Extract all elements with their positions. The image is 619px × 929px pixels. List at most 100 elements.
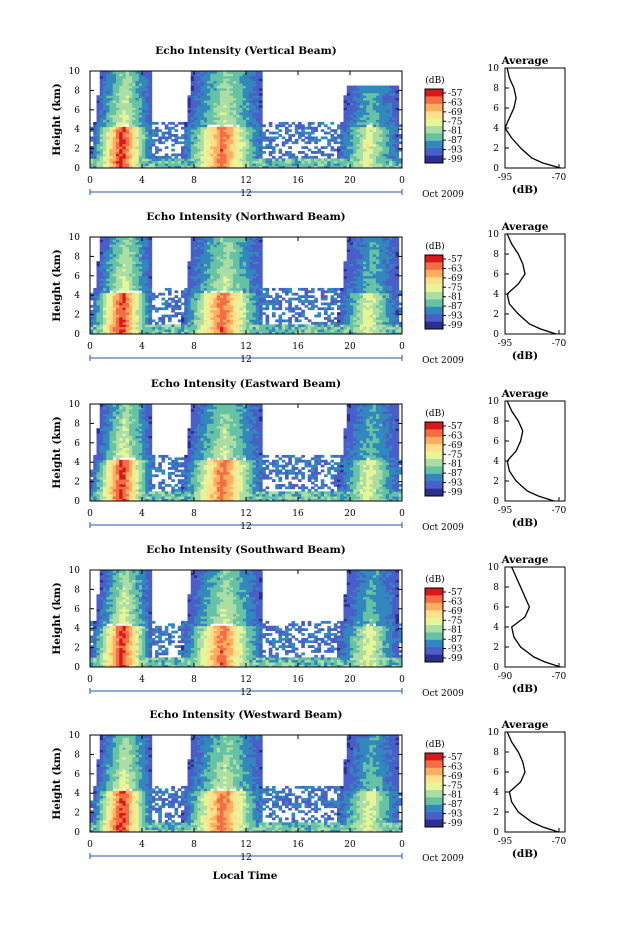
- heatmap-cell: [343, 131, 348, 135]
- heatmap-cell: [353, 283, 357, 286]
- heatmap-cell: [333, 297, 338, 301]
- heatmap-cell: [278, 155, 283, 159]
- x-tick-label: 4: [139, 176, 145, 186]
- heatmap-cell: [281, 141, 286, 145]
- heatmap-cell: [148, 331, 153, 335]
- heatmap-cell: [161, 292, 166, 296]
- heatmap-cell: [93, 326, 97, 330]
- heatmap-cell: [379, 97, 383, 101]
- heatmap-cell: [343, 143, 348, 147]
- heatmap-cell: [197, 129, 201, 133]
- heatmap-cell: [116, 146, 120, 149]
- heatmap-cell: [106, 304, 110, 308]
- heatmap-cell: [288, 136, 292, 140]
- heatmap-cell: [187, 126, 192, 130]
- heatmap-cell: [262, 146, 266, 149]
- heatmap-cell: [177, 153, 182, 157]
- heatmap-cell: [122, 85, 127, 89]
- heatmap-cell: [249, 270, 253, 274]
- heatmap-cell: [161, 326, 166, 330]
- heatmap-cell: [213, 148, 218, 152]
- heatmap-cell: [265, 158, 270, 162]
- heatmap-cell: [272, 300, 276, 303]
- heatmap-cell: [363, 285, 367, 289]
- heatmap-cell: [132, 143, 136, 147]
- heatmap-cell: [213, 114, 218, 118]
- heatmap-cell: [116, 141, 120, 145]
- heatmap-cell: [174, 153, 179, 157]
- heatmap-cell: [259, 249, 263, 252]
- heatmap-cell: [112, 275, 117, 279]
- heatmap-cell: [356, 326, 361, 330]
- heatmap-cell: [112, 253, 117, 257]
- heatmap-cell: [379, 114, 383, 118]
- heatmap-cell: [190, 102, 195, 106]
- heatmap-cell: [236, 134, 240, 137]
- heatmap-cell: [210, 326, 214, 330]
- heatmap-cell: [239, 266, 244, 269]
- heatmap-cell: [233, 151, 237, 154]
- heatmap-cell: [125, 280, 130, 284]
- heatmap-cell: [239, 126, 244, 130]
- heatmap-cell: [298, 131, 302, 135]
- heatmap-cell: [106, 307, 110, 311]
- heatmap-cell: [216, 95, 221, 99]
- heatmap-cell: [389, 121, 393, 125]
- heatmap-cell: [252, 324, 257, 328]
- heatmap-cell: [242, 92, 247, 96]
- heatmap-cell: [99, 163, 104, 166]
- heatmap-cell: [372, 97, 377, 101]
- heatmap-cell: [223, 117, 227, 120]
- heatmap-cell: [233, 95, 237, 99]
- heatmap-cell: [223, 141, 227, 145]
- heatmap-cell: [116, 331, 120, 335]
- heatmap-cell: [116, 287, 120, 291]
- heatmap-cell: [278, 326, 283, 330]
- heatmap-cell: [236, 78, 240, 82]
- heatmap-cell: [135, 121, 140, 125]
- heatmap-cell: [226, 268, 231, 272]
- heatmap-cell: [99, 312, 104, 315]
- heatmap-cell: [226, 155, 231, 159]
- heatmap-cell: [148, 273, 153, 277]
- heatmap-cell: [229, 246, 234, 250]
- heatmap-cell: [340, 329, 344, 332]
- heatmap-cell: [106, 134, 110, 137]
- heatmap-cell: [161, 131, 166, 135]
- heatmap-cell: [125, 246, 130, 250]
- heatmap-cell: [220, 321, 224, 325]
- heatmap-cell: [106, 117, 110, 120]
- heatmap-cell: [145, 312, 149, 315]
- heatmap-cell: [259, 131, 263, 135]
- heatmap-cell: [226, 102, 231, 106]
- heatmap-cell: [96, 163, 101, 166]
- heatmap-cell: [346, 109, 351, 113]
- heatmap-cell: [135, 273, 140, 277]
- heatmap-cell: [194, 158, 198, 162]
- heatmap-cell: [116, 102, 120, 106]
- heatmap-cell: [249, 97, 253, 101]
- heatmap-cell: [90, 160, 94, 164]
- heatmap-cell: [194, 307, 198, 311]
- heatmap-cell: [359, 287, 364, 291]
- heatmap-cell: [220, 104, 224, 108]
- heatmap-cell: [389, 112, 393, 116]
- heatmap-cell: [356, 241, 361, 245]
- heatmap-cell: [132, 73, 136, 77]
- heatmap-cell: [125, 73, 130, 77]
- heatmap-cell: [145, 246, 149, 250]
- heatmap-cell: [93, 302, 97, 306]
- heatmap-cell: [132, 244, 136, 248]
- heatmap-cell: [288, 321, 292, 325]
- heatmap-cell: [392, 92, 396, 96]
- heatmap-cell: [125, 331, 130, 335]
- heatmap-cell: [210, 241, 214, 245]
- heatmap-cell: [220, 258, 224, 262]
- heatmap-cell: [151, 134, 156, 137]
- heatmap-cell: [239, 138, 244, 142]
- heatmap-cell: [174, 307, 179, 311]
- heatmap-cell: [112, 100, 117, 103]
- heatmap-cell: [122, 73, 127, 77]
- heatmap-cell: [330, 302, 335, 306]
- heatmap-cell: [213, 331, 218, 335]
